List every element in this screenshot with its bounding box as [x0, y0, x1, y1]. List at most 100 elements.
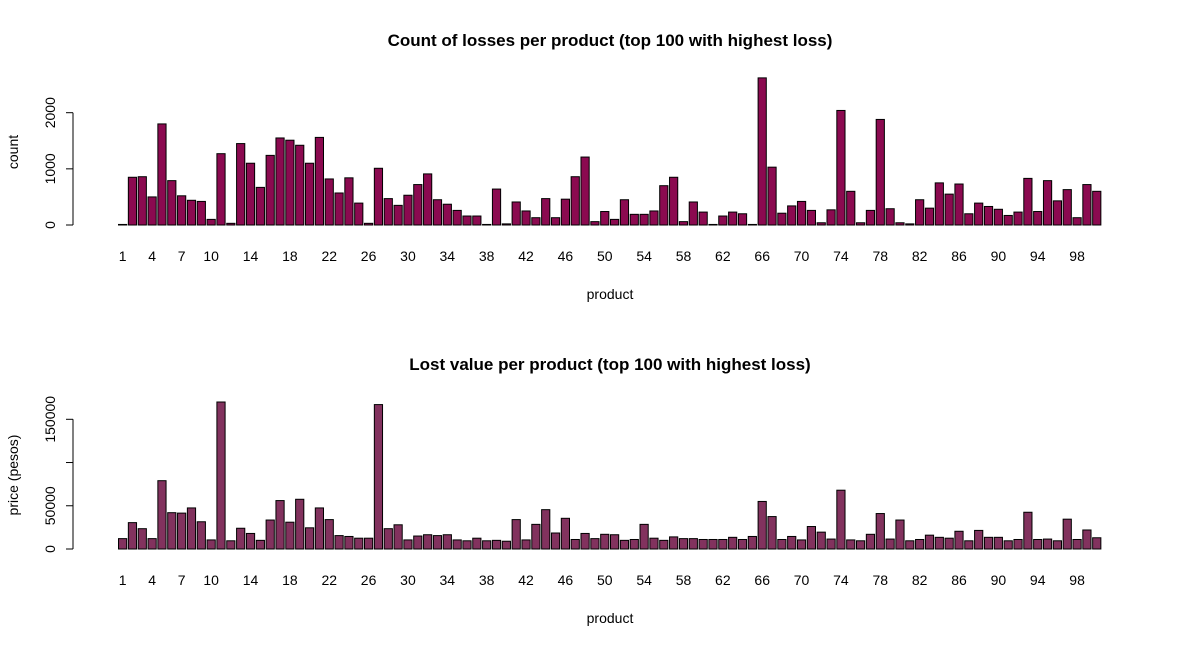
y-axis-label-top: count	[5, 135, 21, 169]
bar-bottom-63	[728, 536, 738, 550]
bar-bottom-99	[1082, 529, 1092, 550]
bar-top-85	[944, 193, 954, 226]
bar-bottom-45	[550, 532, 561, 550]
bar-top-12	[226, 222, 236, 226]
bar-bottom-60	[698, 538, 708, 550]
x-tick-label-bottom-54: 54	[636, 572, 652, 588]
bar-bottom-21	[314, 507, 324, 550]
bar-bottom-80	[895, 519, 905, 550]
bar-bottom-24	[344, 535, 354, 550]
bar-bottom-2	[127, 522, 138, 550]
x-tick-label-top-54: 54	[636, 248, 652, 264]
bar-bottom-94	[1033, 538, 1043, 550]
y-axis-label-bottom: price (pesos)	[5, 435, 21, 516]
bar-bottom-65	[747, 535, 757, 550]
bar-top-4	[147, 196, 157, 226]
x-tick-label-top-4: 4	[148, 248, 156, 264]
bar-bottom-27	[373, 404, 384, 550]
x-tick-label-bottom-78: 78	[872, 572, 888, 588]
bar-top-27	[373, 167, 384, 226]
bar-top-18	[285, 139, 295, 226]
bar-top-93	[1023, 177, 1033, 226]
bar-top-83	[924, 207, 935, 226]
x-axis-label-bottom: product	[587, 610, 634, 626]
bar-top-40	[501, 223, 511, 226]
bar-bottom-55	[649, 537, 659, 550]
bar-top-57	[669, 176, 679, 226]
y-tick-label-bottom-0: 0	[42, 545, 58, 553]
bar-bottom-25	[354, 537, 364, 550]
x-tick-label-top-90: 90	[991, 248, 1007, 264]
bar-bottom-38	[482, 540, 492, 550]
x-tick-label-bottom-50: 50	[597, 572, 613, 588]
bar-bottom-22	[324, 519, 334, 550]
bar-top-91	[1003, 214, 1013, 226]
bar-bottom-51	[610, 534, 620, 550]
bar-bottom-53	[629, 538, 639, 550]
x-axis-label-top: product	[587, 286, 634, 302]
bar-top-71	[806, 209, 816, 226]
bar-top-58	[678, 221, 689, 226]
bar-top-64	[737, 213, 748, 226]
bar-top-84	[934, 182, 944, 226]
bar-top-65	[747, 223, 757, 226]
bar-top-45	[550, 217, 561, 226]
bar-bottom-13	[236, 527, 246, 550]
x-tick-label-bottom-86: 86	[951, 572, 967, 588]
bar-bottom-40	[501, 540, 511, 550]
bar-bottom-91	[1003, 540, 1013, 550]
bar-bottom-16	[265, 519, 275, 550]
bar-bottom-73	[826, 538, 836, 550]
bar-bottom-70	[796, 539, 807, 550]
bar-bottom-42	[521, 539, 531, 550]
bar-top-15	[255, 186, 265, 226]
x-tick-label-top-94: 94	[1030, 248, 1046, 264]
bar-top-74	[836, 109, 846, 226]
bar-top-38	[482, 223, 492, 226]
bar-top-1	[118, 223, 128, 226]
bar-top-59	[688, 201, 698, 226]
bar-top-73	[826, 209, 836, 226]
bar-top-89	[983, 205, 994, 226]
bar-top-9	[196, 200, 206, 226]
x-tick-label-top-82: 82	[912, 248, 928, 264]
bar-top-23	[334, 192, 344, 226]
bar-bottom-31	[413, 535, 423, 550]
bar-top-61	[708, 223, 718, 226]
bar-top-88	[974, 202, 984, 226]
bar-top-43	[531, 217, 541, 226]
bar-bottom-62	[718, 538, 728, 550]
bar-top-55	[649, 210, 659, 226]
bar-top-70	[796, 200, 807, 226]
bar-top-19	[295, 144, 305, 226]
bar-bottom-47	[570, 538, 580, 550]
bar-bottom-12	[226, 540, 236, 550]
bar-bottom-54	[639, 523, 649, 550]
bar-bottom-6	[167, 512, 177, 550]
bar-top-62	[718, 215, 728, 226]
bar-top-78	[875, 118, 885, 226]
x-tick-label-top-26: 26	[361, 248, 377, 264]
x-tick-label-bottom-14: 14	[243, 572, 259, 588]
bar-top-36	[462, 215, 472, 226]
bar-top-67	[767, 166, 777, 226]
bar-top-13	[236, 143, 246, 226]
bar-top-80	[895, 222, 905, 226]
x-tick-label-top-7: 7	[178, 248, 186, 264]
bar-top-34	[442, 203, 452, 226]
bar-bottom-39	[491, 539, 502, 550]
x-tick-label-bottom-58: 58	[676, 572, 692, 588]
bar-top-51	[610, 218, 620, 226]
bar-bottom-77	[865, 533, 876, 550]
x-tick-label-bottom-90: 90	[991, 572, 1007, 588]
bar-bottom-23	[334, 535, 344, 550]
chart-title-bottom: Lost value per product (top 100 with hig…	[409, 355, 810, 374]
bar-top-75	[846, 190, 856, 226]
bar-top-99	[1082, 184, 1092, 226]
x-tick-label-top-74: 74	[833, 248, 849, 264]
bar-top-37	[472, 215, 482, 226]
bar-bottom-83	[924, 534, 935, 550]
bar-bottom-3	[137, 528, 147, 550]
bar-bottom-52	[619, 539, 630, 550]
bar-top-16	[265, 154, 275, 226]
